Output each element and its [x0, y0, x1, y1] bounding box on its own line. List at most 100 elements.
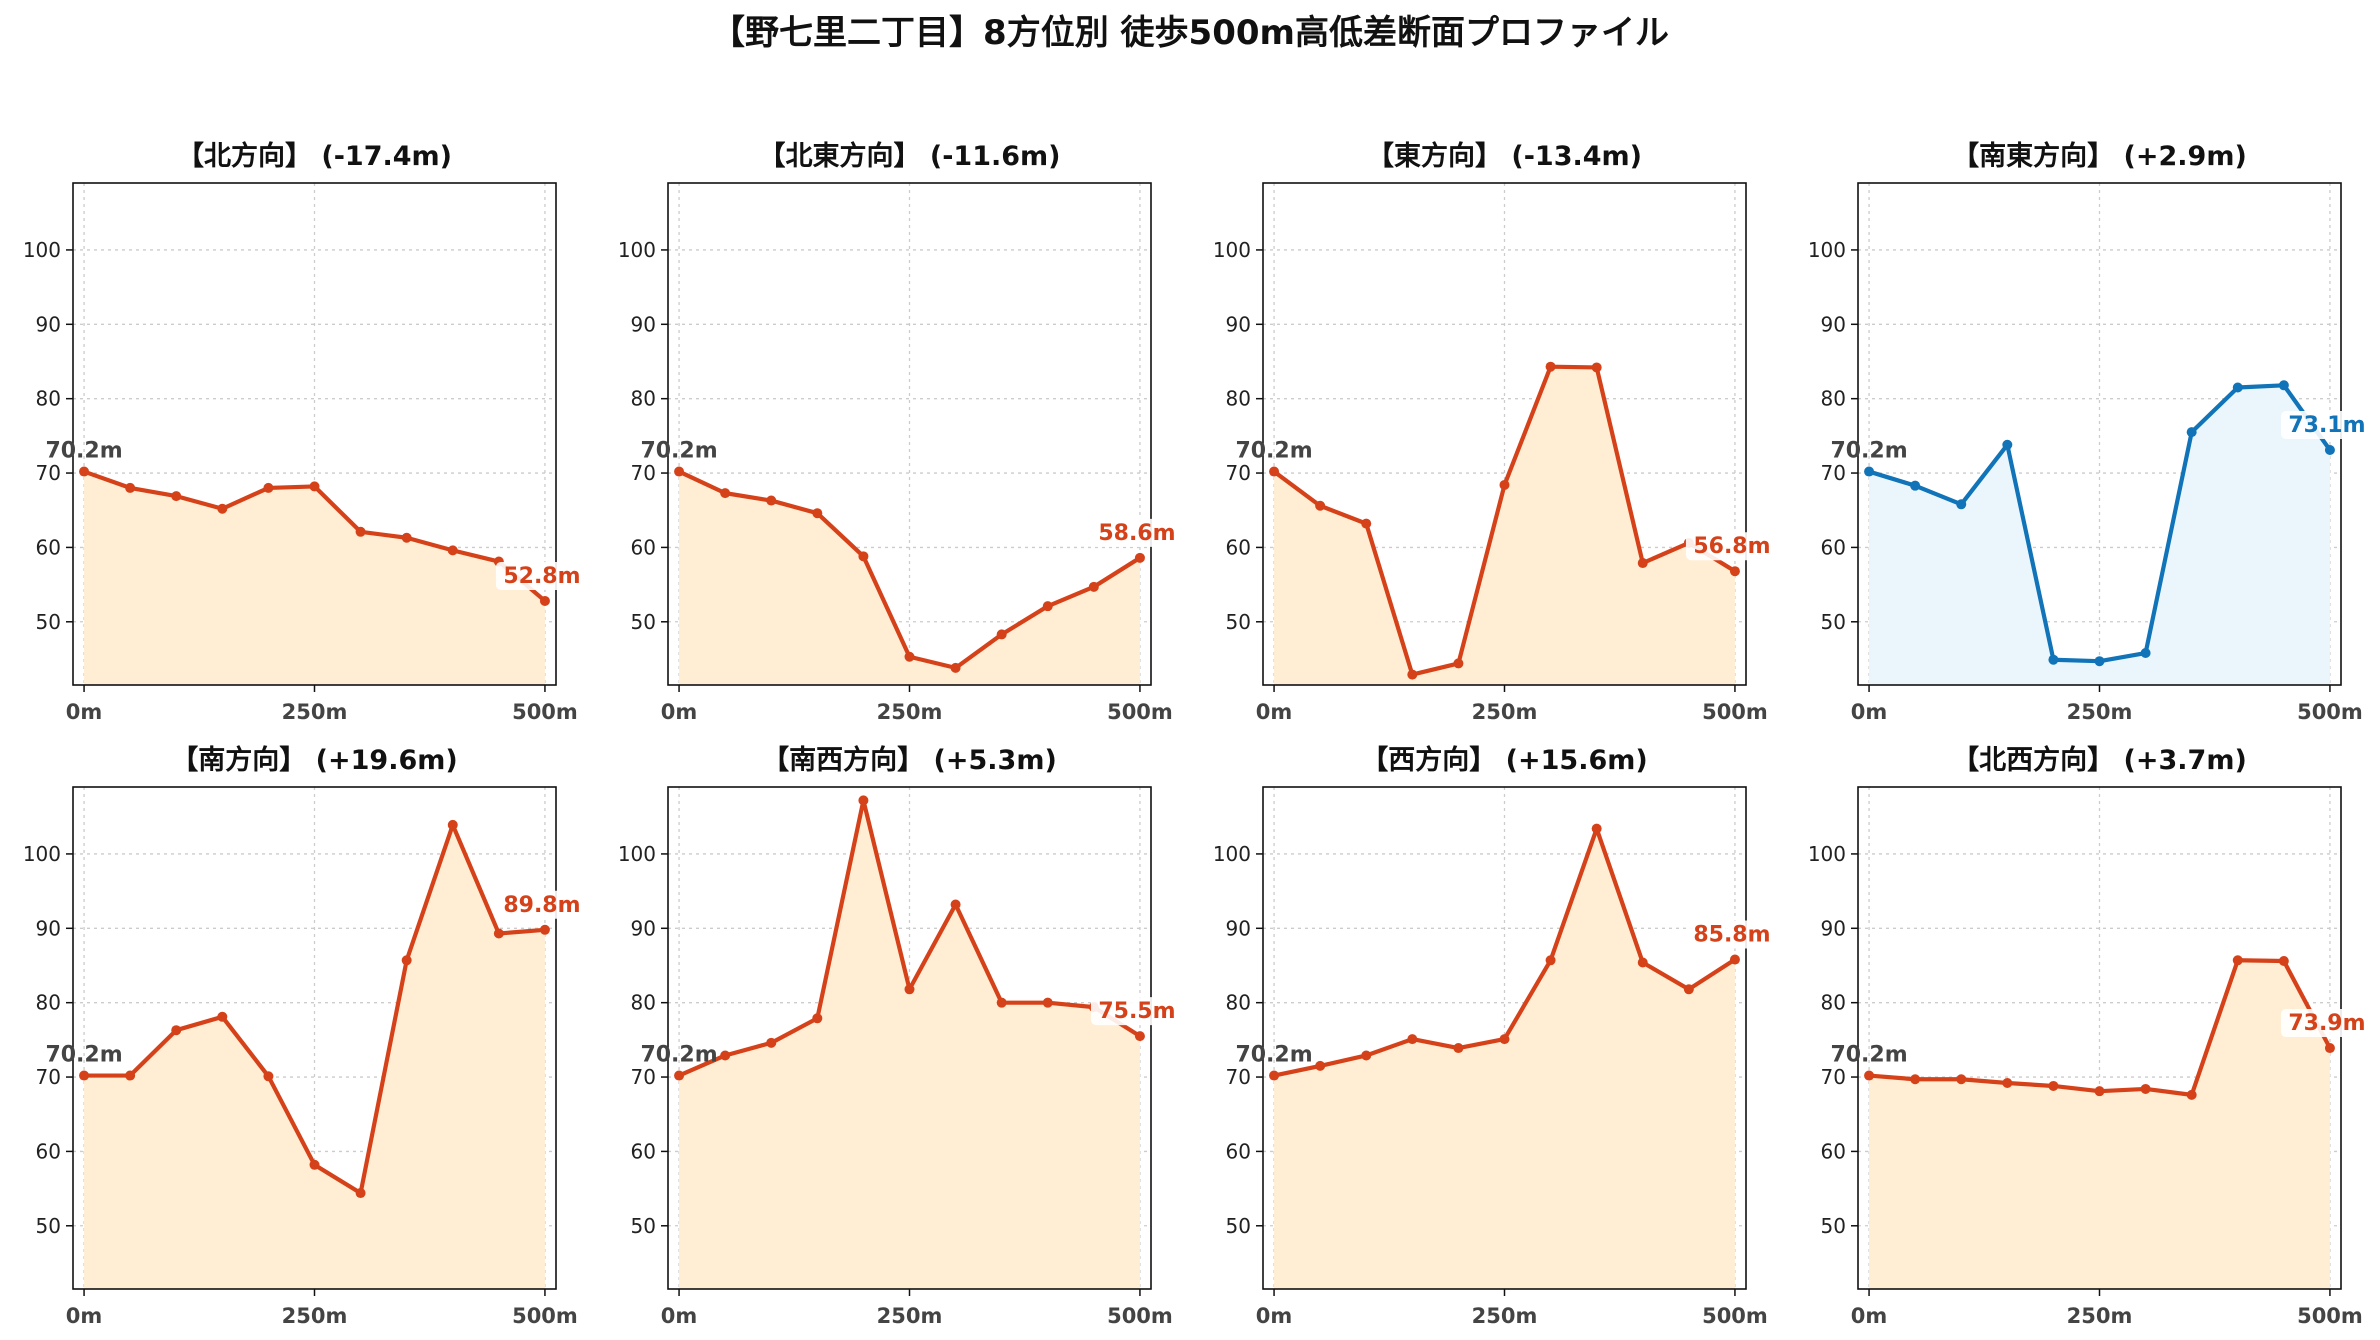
end-label-background	[495, 561, 588, 590]
x-tick-label: 0m	[1256, 1304, 1293, 1328]
data-point	[355, 1188, 366, 1199]
data-point	[1729, 954, 1740, 965]
y-tick-label: 100	[618, 238, 656, 262]
data-point	[1269, 1070, 1280, 1081]
y-tick-label: 70	[1821, 1065, 1846, 1089]
x-tick-label: 250m	[1472, 700, 1538, 724]
y-tick-label: 60	[1821, 535, 1846, 559]
end-elevation-label: 85.8m	[1693, 923, 1770, 948]
data-point	[1453, 1043, 1464, 1054]
data-point	[1729, 566, 1740, 577]
profile-panel: 【東方向】 (-13.4m) 50 60 70 80 90 100 0m 250m 500m 70.…	[1213, 140, 1778, 724]
data-point	[217, 1011, 228, 1022]
end-label-background	[495, 890, 588, 919]
data-point	[2232, 382, 2243, 393]
y-tick-label: 50	[631, 1214, 656, 1238]
data-point	[812, 508, 823, 519]
end-elevation-label: 73.1m	[2288, 413, 2365, 438]
data-point	[1910, 1074, 1921, 1085]
x-tick-label: 500m	[2297, 700, 2363, 724]
y-tick-label: 100	[1808, 238, 1846, 262]
y-tick-label: 100	[23, 842, 61, 866]
data-point	[401, 955, 412, 966]
data-point	[539, 595, 550, 606]
x-tick-label: 250m	[282, 700, 348, 724]
data-point	[447, 819, 458, 830]
data-point	[1591, 362, 1602, 373]
y-tick-label: 70	[631, 461, 656, 485]
data-point	[2002, 1077, 2013, 1088]
data-point	[2232, 955, 2243, 966]
profile-panel: 【南東方向】 (+2.9m) 50 60 70 80 90 100 0m 250m 500m 70.…	[1808, 140, 2373, 724]
y-tick-label: 80	[36, 991, 61, 1015]
data-point	[263, 482, 274, 493]
data-point	[766, 1037, 777, 1048]
data-point	[674, 1070, 685, 1081]
end-elevation-label: 52.8m	[503, 564, 580, 589]
y-tick-label: 90	[1226, 312, 1251, 336]
data-point	[1499, 479, 1510, 490]
data-point	[1361, 518, 1372, 529]
x-tick-label: 250m	[877, 1304, 943, 1328]
data-point	[766, 495, 777, 506]
area-fill	[679, 800, 1140, 1289]
data-point	[950, 662, 961, 673]
data-point	[2048, 654, 2059, 665]
y-tick-label: 100	[1808, 842, 1846, 866]
data-point	[171, 491, 182, 502]
data-point	[720, 488, 731, 499]
end-elevation-label: 73.9m	[2288, 1011, 2365, 1036]
y-tick-label: 90	[1226, 916, 1251, 940]
y-tick-label: 60	[36, 1139, 61, 1163]
x-tick-label: 0m	[661, 1304, 698, 1328]
figure-title: 【野七里二丁目】8方位別 徒歩500m高低差断面プロファイル	[711, 13, 1669, 53]
data-point	[1088, 581, 1099, 592]
x-tick-label: 250m	[2067, 1304, 2133, 1328]
area-fill	[679, 471, 1140, 685]
data-point	[171, 1025, 182, 1036]
x-tick-label: 0m	[1256, 700, 1293, 724]
start-elevation-label: 70.2m	[640, 1043, 717, 1068]
data-point	[1453, 658, 1464, 669]
data-point	[2186, 427, 2197, 438]
data-point	[2048, 1080, 2059, 1091]
data-point	[1591, 823, 1602, 834]
y-tick-label: 50	[1226, 1214, 1251, 1238]
x-tick-label: 500m	[1107, 700, 1173, 724]
x-tick-label: 0m	[1851, 1304, 1888, 1328]
panel-title: 【北方向】 (-17.4m)	[177, 140, 452, 172]
data-point	[447, 545, 458, 556]
x-tick-label: 0m	[661, 700, 698, 724]
start-elevation-label: 70.2m	[1235, 439, 1312, 464]
y-tick-label: 80	[1226, 387, 1251, 411]
x-tick-label: 0m	[1851, 700, 1888, 724]
data-point	[2278, 956, 2289, 967]
panel-title: 【南方向】 (+19.6m)	[171, 744, 457, 776]
data-point	[1545, 361, 1556, 372]
x-tick-label: 500m	[512, 700, 578, 724]
y-tick-label: 70	[1226, 1065, 1251, 1089]
data-point	[858, 551, 869, 562]
data-point	[904, 984, 915, 995]
y-tick-label: 90	[1821, 312, 1846, 336]
data-point	[1545, 955, 1556, 966]
data-point	[493, 928, 504, 939]
data-point	[2278, 380, 2289, 391]
panel-title: 【北西方向】 (+3.7m)	[1952, 744, 2247, 776]
y-tick-label: 80	[631, 991, 656, 1015]
end-label-background	[2280, 1009, 2373, 1038]
y-tick-label: 100	[1213, 842, 1251, 866]
data-point	[1042, 601, 1053, 612]
data-point	[263, 1071, 274, 1082]
y-tick-label: 80	[631, 387, 656, 411]
end-label-background	[1090, 518, 1183, 547]
data-point	[2324, 1043, 2335, 1054]
data-point	[1361, 1050, 1372, 1061]
y-tick-label: 80	[1821, 387, 1846, 411]
y-tick-label: 50	[36, 1214, 61, 1238]
end-elevation-label: 56.8m	[1693, 534, 1770, 559]
data-point	[1637, 957, 1648, 968]
data-point	[812, 1013, 823, 1024]
data-point	[309, 1159, 320, 1170]
